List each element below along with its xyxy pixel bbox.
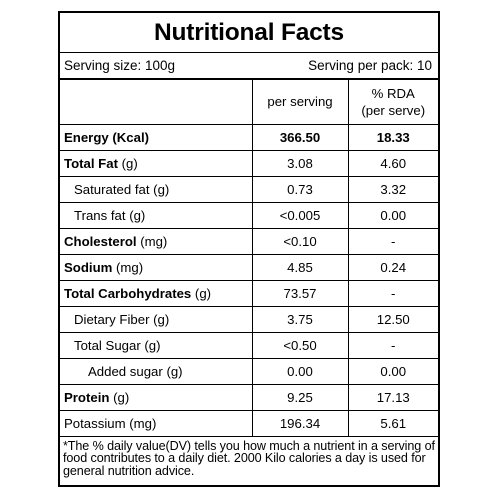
nutrient-name: Protein (g)	[60, 384, 253, 411]
rda-value: 18.33	[348, 124, 438, 151]
table-row-total-carbohydrates: Total Carbohydrates (g) 73.57 -	[60, 280, 438, 307]
table-row-total-fat: Total Fat (g) 3.08 4.60	[60, 150, 438, 177]
per-serving-value: 73.57	[252, 280, 349, 307]
nutrient-name: Potassium (mg)	[60, 410, 253, 437]
table-row-potassium: Potassium (mg) 196.34 5.61	[60, 410, 438, 437]
footnote: *The % daily value(DV) tells you how muc…	[63, 438, 435, 478]
nutrient-name: Dietary Fiber (g)	[60, 306, 253, 333]
per-serving-value: <0.005	[252, 202, 349, 229]
rda-value: 0.00	[348, 202, 438, 229]
label-title: Nutritional Facts	[60, 13, 438, 53]
rda-value: -	[348, 228, 438, 255]
table-row-energy: Energy (Kcal) 366.50 18.33	[60, 124, 438, 151]
rda-value: -	[348, 280, 438, 307]
table-row-protein: Protein (g) 9.25 17.13	[60, 384, 438, 411]
nutrient-name: Cholesterol (mg)	[60, 228, 253, 255]
header-empty-cell	[60, 80, 253, 125]
per-serving-value: 0.73	[252, 176, 349, 203]
rda-value: -	[348, 332, 438, 359]
serving-info: Serving size: 100g Serving per pack: 10	[60, 53, 438, 80]
rda-value: 0.24	[348, 254, 438, 281]
per-serving-value: <0.50	[252, 332, 349, 359]
nutrient-name: Trans fat (g)	[60, 202, 253, 229]
rda-value: 5.61	[348, 410, 438, 437]
table-row-cholesterol: Cholesterol (mg) <0.10 -	[60, 228, 438, 255]
per-serving-value: 196.34	[252, 410, 349, 437]
table-row-sodium: Sodium (mg) 4.85 0.24	[60, 254, 438, 281]
per-serving-value: 4.85	[252, 254, 349, 281]
serving-size: Serving size: 100g	[64, 58, 176, 73]
table-row-added-sugar: Added sugar (g) 0.00 0.00	[60, 358, 438, 385]
nutrient-name: Total Fat (g)	[60, 150, 253, 177]
header-rda-line2: (per serve)	[361, 102, 426, 118]
rda-value: 4.60	[348, 150, 438, 177]
table-row-trans-fat: Trans fat (g) <0.005 0.00	[60, 202, 438, 229]
header-rda-line1: % RDA	[371, 85, 415, 101]
nutrient-name: Total Carbohydrates (g)	[60, 280, 253, 307]
per-serving-value: 9.25	[252, 384, 349, 411]
nutrition-facts-label: Nutritional Facts Serving size: 100g Ser…	[58, 11, 440, 487]
header-per-serving: per serving	[252, 80, 349, 125]
rda-value: 3.32	[348, 176, 438, 203]
servings-per-pack: Serving per pack: 10	[308, 58, 432, 73]
rda-value: 17.13	[348, 384, 438, 411]
nutrient-table: per serving % RDA (per serve) Energy (Kc…	[60, 80, 438, 437]
per-serving-value: 366.50	[252, 124, 349, 151]
header-rda: % RDA (per serve)	[348, 80, 438, 125]
nutrient-name: Sodium (mg)	[60, 254, 253, 281]
nutrient-name: Total Sugar (g)	[60, 332, 253, 359]
per-serving-value: 3.08	[252, 150, 349, 177]
per-serving-value: <0.10	[252, 228, 349, 255]
table-row-total-sugar: Total Sugar (g) <0.50 -	[60, 332, 438, 359]
table-row-saturated-fat: Saturated fat (g) 0.73 3.32	[60, 176, 438, 203]
rda-value: 12.50	[348, 306, 438, 333]
per-serving-value: 0.00	[252, 358, 349, 385]
nutrient-name: Added sugar (g)	[60, 358, 253, 385]
table-header-row: per serving % RDA (per serve)	[60, 80, 438, 125]
nutrient-name: Energy (Kcal)	[60, 124, 253, 151]
rda-value: 0.00	[348, 358, 438, 385]
table-row-dietary-fiber: Dietary Fiber (g) 3.75 12.50	[60, 306, 438, 333]
nutrient-name: Saturated fat (g)	[60, 176, 253, 203]
per-serving-value: 3.75	[252, 306, 349, 333]
